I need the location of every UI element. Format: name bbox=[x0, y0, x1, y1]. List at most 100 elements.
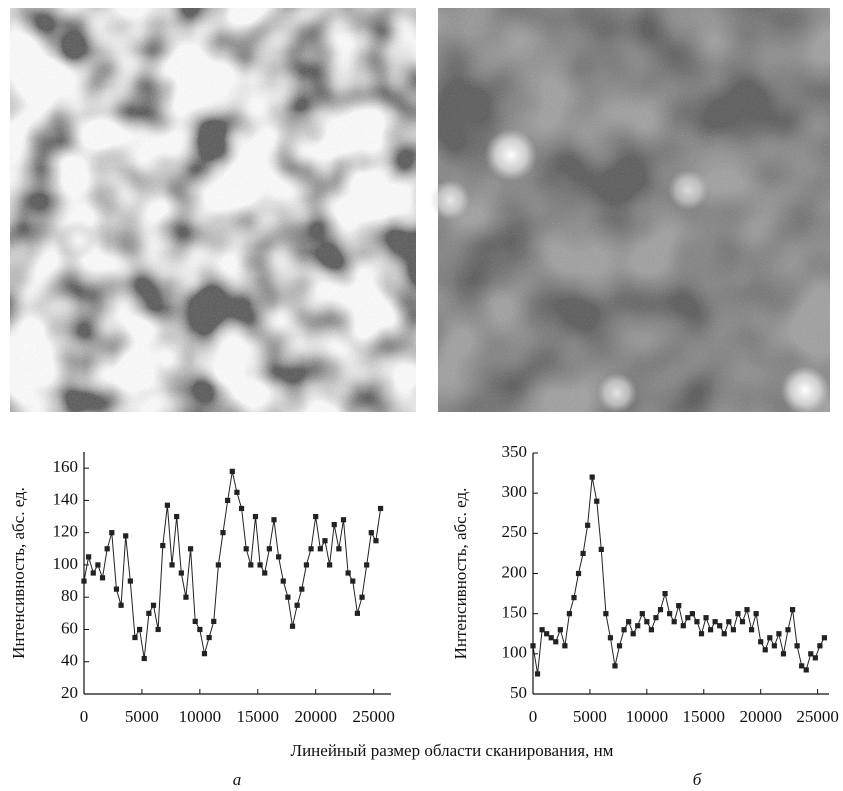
data-point bbox=[571, 595, 577, 601]
x-tick-label: 20000 bbox=[294, 707, 337, 726]
data-point bbox=[548, 635, 554, 641]
data-point bbox=[598, 546, 604, 552]
data-point bbox=[243, 546, 249, 552]
y-axis-label: Интенсивность, абс. ед. bbox=[9, 487, 28, 659]
data-point bbox=[703, 615, 709, 621]
data-point bbox=[689, 611, 695, 617]
panel-label: а bbox=[233, 770, 242, 789]
data-point bbox=[639, 611, 645, 617]
y-tick-label: 50 bbox=[510, 683, 527, 702]
x-tick-label: 10000 bbox=[626, 707, 669, 726]
data-point bbox=[331, 522, 337, 528]
y-tick-label: 100 bbox=[502, 643, 528, 662]
data-point bbox=[364, 562, 370, 568]
data-point bbox=[739, 619, 746, 625]
data-point bbox=[183, 594, 189, 600]
data-point bbox=[238, 505, 245, 512]
y-tick-label: 100 bbox=[53, 554, 79, 573]
data-point bbox=[589, 474, 595, 480]
x-tick-label: 0 bbox=[529, 707, 538, 726]
data-point bbox=[373, 538, 379, 544]
data-point bbox=[653, 615, 659, 621]
data-point bbox=[308, 546, 314, 552]
x-tick-label: 25000 bbox=[796, 707, 839, 726]
data-point bbox=[803, 667, 809, 673]
data-point bbox=[662, 590, 668, 597]
data-point bbox=[685, 615, 691, 621]
data-point bbox=[127, 578, 133, 584]
y-tick-label: 60 bbox=[61, 618, 78, 637]
data-point bbox=[676, 603, 682, 609]
data-point bbox=[789, 607, 796, 613]
y-axis-label: Интенсивность, абс. ед. bbox=[451, 488, 470, 660]
data-point bbox=[580, 550, 586, 557]
data-point bbox=[544, 631, 550, 637]
data-point bbox=[150, 602, 157, 608]
data-point bbox=[776, 631, 782, 637]
data-point bbox=[285, 594, 291, 600]
data-point bbox=[726, 619, 732, 625]
data-point bbox=[575, 570, 582, 577]
data-point bbox=[799, 663, 805, 669]
data-point bbox=[539, 627, 545, 633]
data-point bbox=[667, 611, 673, 617]
data-point bbox=[155, 626, 161, 633]
data-point bbox=[712, 619, 718, 625]
data-point bbox=[215, 562, 221, 568]
data-point bbox=[160, 542, 166, 549]
y-tick-label: 250 bbox=[502, 522, 528, 541]
data-point bbox=[644, 619, 650, 625]
data-point bbox=[607, 635, 614, 641]
data-point bbox=[197, 626, 203, 633]
data-point bbox=[377, 505, 384, 512]
x-axis-label: Линейный размер области сканирования, нм bbox=[291, 741, 614, 760]
data-point bbox=[748, 627, 755, 633]
y-tick-label: 40 bbox=[61, 651, 78, 670]
data-point bbox=[201, 651, 208, 657]
data-point bbox=[271, 517, 277, 523]
data-point bbox=[612, 663, 618, 669]
data-point bbox=[603, 611, 609, 617]
y-tick-label: 150 bbox=[502, 603, 528, 622]
data-point bbox=[86, 554, 92, 560]
data-point bbox=[530, 643, 536, 649]
x-tick-label: 10000 bbox=[179, 707, 222, 726]
data-point bbox=[234, 489, 240, 495]
data-point bbox=[694, 619, 700, 625]
y-tick-label: 350 bbox=[502, 442, 528, 461]
y-tick-label: 20 bbox=[61, 683, 78, 702]
data-point bbox=[753, 611, 759, 617]
y-tick-label: 200 bbox=[502, 562, 528, 581]
data-point bbox=[354, 610, 361, 616]
data-point bbox=[327, 562, 333, 568]
data-point bbox=[345, 570, 351, 576]
data-point bbox=[368, 530, 374, 536]
data-point bbox=[616, 643, 623, 649]
data-point bbox=[771, 643, 777, 649]
data-point bbox=[359, 594, 365, 600]
data-point bbox=[785, 627, 791, 633]
y-tick-label: 140 bbox=[53, 489, 79, 508]
data-point bbox=[211, 618, 217, 624]
x-tick-label: 5000 bbox=[573, 707, 607, 726]
data-point bbox=[146, 610, 152, 616]
y-tick-label: 300 bbox=[502, 482, 528, 501]
data-point bbox=[635, 623, 641, 629]
data-point bbox=[317, 546, 323, 552]
data-point bbox=[262, 570, 268, 576]
data-point bbox=[206, 634, 212, 641]
data-point bbox=[313, 513, 319, 520]
data-point bbox=[123, 533, 129, 539]
data-point bbox=[626, 619, 632, 625]
data-point bbox=[744, 607, 750, 613]
data-point bbox=[178, 570, 184, 576]
data-point bbox=[767, 635, 773, 641]
data-point bbox=[680, 623, 686, 629]
data-point bbox=[81, 578, 87, 584]
data-point bbox=[821, 635, 828, 641]
data-point bbox=[794, 643, 800, 649]
data-point bbox=[621, 627, 627, 633]
data-point bbox=[289, 623, 296, 629]
data-point bbox=[303, 562, 310, 568]
